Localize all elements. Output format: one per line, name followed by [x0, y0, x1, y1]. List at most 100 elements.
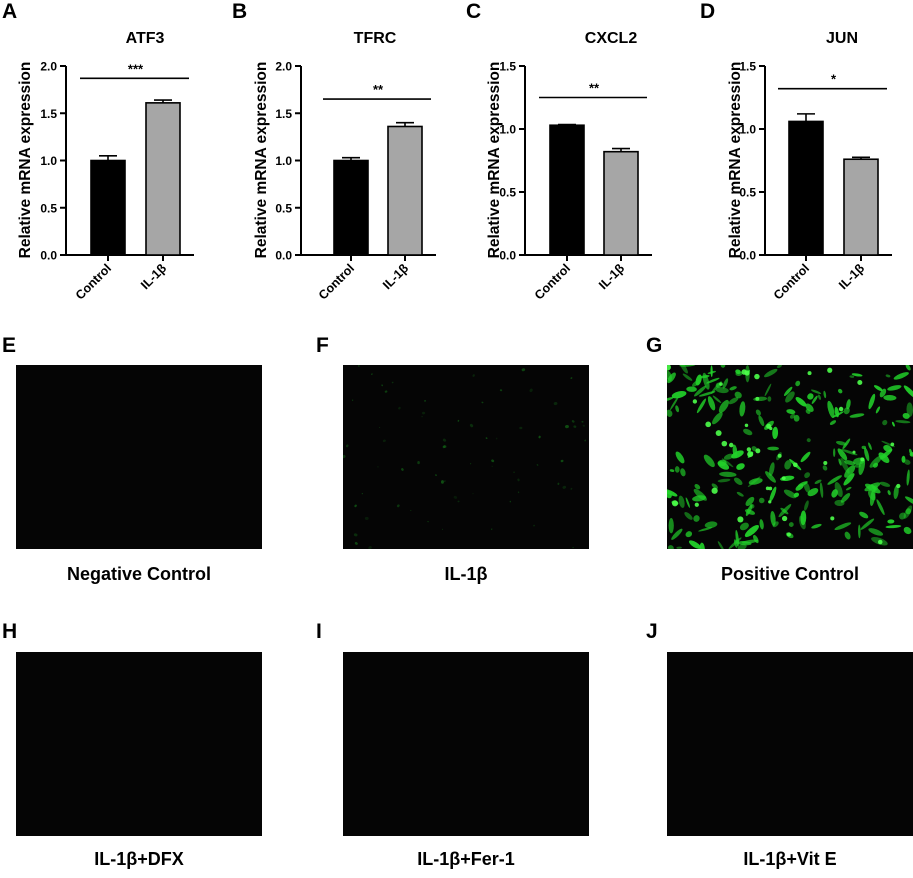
fluorescent-cell	[851, 373, 863, 377]
fluorescent-cell	[755, 396, 760, 401]
fluorescent-cell	[442, 438, 447, 442]
panel-letter-c: C	[466, 0, 482, 23]
fluorescent-cell	[903, 385, 913, 399]
fluorescent-cell	[877, 539, 883, 545]
fluorescent-cell	[572, 546, 574, 549]
fluorescent-cell	[892, 421, 895, 427]
fluorescent-cell	[766, 423, 772, 429]
fluorescent-cell	[715, 387, 729, 394]
fluorescent-cell	[823, 461, 828, 466]
fluorescent-cell	[668, 517, 674, 534]
fluorescent-cell	[765, 471, 776, 483]
fluorescent-cell	[443, 445, 447, 449]
significance-marker: *	[831, 72, 837, 87]
fluorescent-cell	[707, 370, 717, 375]
fluorescent-cell	[670, 396, 679, 411]
fluorescent-cell	[692, 399, 698, 404]
y-tick-label: 1.5	[275, 107, 292, 121]
fluorescent-cell	[758, 497, 765, 504]
fluorescent-cell	[573, 425, 577, 428]
fluorescent-cell	[768, 500, 772, 504]
y-tick-label: 1.0	[499, 123, 516, 137]
fluorescent-cell	[733, 477, 743, 486]
fluorescent-cell	[536, 464, 539, 466]
fluorescent-cell	[667, 545, 674, 549]
fluorescent-cell	[442, 445, 446, 449]
chart-title: CXCL2	[585, 30, 638, 47]
fluorescent-cell	[834, 499, 845, 507]
fluorescent-cell	[396, 504, 400, 508]
fluorescent-cell	[557, 482, 560, 485]
fluorescent-cell	[817, 394, 821, 400]
fluorescent-cell	[905, 365, 911, 371]
fluorescent-cell	[678, 495, 685, 508]
fluorescent-cell	[481, 401, 484, 404]
fluorescent-cell	[795, 380, 801, 387]
fluorescent-cell	[830, 516, 835, 521]
fluorescent-cell	[759, 519, 764, 530]
panel-letter-j: J	[646, 620, 658, 643]
y-tick-label: 0.0	[499, 249, 516, 263]
fluorescent-cell	[749, 504, 755, 509]
fluorescent-cell	[711, 483, 718, 489]
fluorescent-cell	[829, 420, 837, 426]
fluorescent-cell	[469, 423, 474, 428]
fluorescent-cell	[838, 458, 842, 466]
fluorescent-cell	[737, 516, 744, 523]
fluorescent-cell	[827, 475, 842, 485]
fluorescent-cell	[379, 426, 381, 428]
fluorescent-cell	[421, 411, 426, 415]
fluorescent-cell	[890, 442, 895, 447]
fluorescent-cell	[679, 365, 696, 367]
caption-il1b-dfx: IL-1β+DFX	[94, 849, 184, 869]
y-tick-label: 0.0	[739, 249, 756, 263]
significance-marker: **	[373, 82, 384, 97]
fluorescent-cell	[704, 521, 718, 529]
fluorescent-cell	[810, 389, 822, 395]
fluorescent-cell	[667, 365, 671, 371]
fluorescent-cell	[728, 397, 739, 405]
caption-il1b-vite: IL-1β+Vit E	[743, 849, 837, 869]
fluorescent-cell	[529, 388, 533, 393]
fluorescent-cell	[880, 448, 893, 460]
chart-title: TFRC	[354, 30, 397, 47]
fluorescent-cell	[667, 409, 673, 417]
fluorescent-cell	[472, 493, 474, 495]
caption-il1b: IL-1β	[444, 564, 488, 584]
fluorescent-cell	[834, 482, 843, 498]
panel-letter-h: H	[2, 620, 18, 643]
fluorescent-cell	[764, 383, 772, 397]
fluorescent-cell	[901, 455, 906, 463]
fluorescent-cell	[391, 381, 394, 384]
fluorescent-cell	[490, 528, 493, 531]
fluorescent-cell	[684, 512, 693, 520]
fluorescent-cell	[538, 435, 541, 439]
chart-atf3: ATF3 Relative mRNA expression 0.0 0.5 1.0 1.5…	[17, 30, 194, 303]
bar-control	[788, 120, 824, 256]
fluorescent-cell	[491, 465, 493, 467]
fluorescent-cell	[860, 518, 875, 530]
fluorescent-cell	[909, 448, 913, 456]
fluorescent-cell	[869, 488, 876, 506]
fluorescent-cell	[895, 420, 911, 424]
fluorescent-cell	[789, 413, 796, 419]
fluorescent-cell	[692, 495, 707, 502]
fluorescent-cell	[698, 527, 713, 532]
fluorescent-cell	[382, 439, 386, 443]
fluorescent-cell	[453, 495, 458, 499]
fluorescent-cell	[711, 487, 718, 494]
fluorescent-cell	[845, 486, 852, 491]
fluorescent-cell	[758, 415, 765, 427]
fluorescent-cell	[354, 504, 357, 508]
y-axis-label: Relative mRNA expression	[486, 62, 503, 259]
fluorescent-cell	[849, 375, 855, 378]
fluorescent-cell	[736, 491, 744, 497]
fluorescent-cell	[807, 488, 819, 497]
fluorescent-cell	[781, 515, 788, 522]
fluorescent-cell	[509, 500, 511, 503]
fluorescent-cell	[343, 454, 346, 459]
fluorescent-cell	[688, 540, 702, 549]
fluorescent-cell	[440, 480, 444, 484]
fluorescent-cell	[693, 515, 700, 522]
